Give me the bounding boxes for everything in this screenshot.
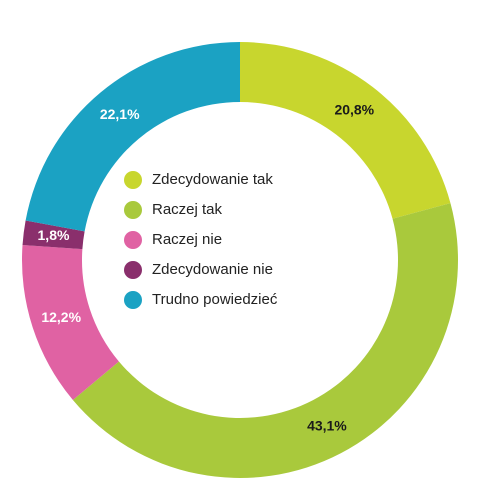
donut-segment bbox=[22, 220, 85, 250]
value-label: 43,1% bbox=[307, 417, 347, 433]
value-label: 12,2% bbox=[41, 309, 81, 325]
legend-label: Raczej nie bbox=[152, 231, 222, 248]
legend-label: Zdecydowanie tak bbox=[152, 171, 273, 188]
value-label: 20,8% bbox=[334, 101, 374, 117]
legend-label: Raczej tak bbox=[152, 201, 223, 218]
donut-segment bbox=[240, 42, 451, 219]
legend-marker bbox=[124, 171, 142, 189]
legend-marker bbox=[124, 291, 142, 309]
legend-marker bbox=[124, 201, 142, 219]
legend-marker bbox=[124, 231, 142, 249]
value-label: 22,1% bbox=[100, 106, 140, 122]
donut-segment bbox=[22, 244, 119, 401]
donut-segment bbox=[72, 203, 458, 479]
donut-segment bbox=[25, 42, 240, 232]
legend-label: Zdecydowanie nie bbox=[152, 261, 273, 278]
value-label: 1,8% bbox=[38, 227, 70, 243]
legend-label: Trudno powiedzieć bbox=[152, 291, 278, 308]
legend-marker bbox=[124, 261, 142, 279]
